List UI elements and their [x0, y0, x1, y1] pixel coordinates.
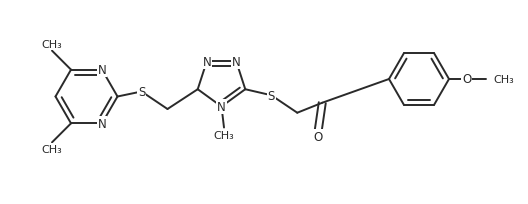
Text: S: S — [138, 86, 145, 99]
Text: N: N — [232, 55, 241, 68]
Text: N: N — [98, 117, 106, 130]
Text: CH₃: CH₃ — [214, 131, 234, 141]
Text: CH₃: CH₃ — [493, 75, 514, 85]
Text: CH₃: CH₃ — [42, 144, 62, 154]
Text: S: S — [268, 89, 275, 102]
Text: N: N — [217, 101, 226, 113]
Text: CH₃: CH₃ — [42, 40, 62, 50]
Text: O: O — [462, 73, 471, 86]
Text: N: N — [202, 55, 211, 68]
Text: O: O — [314, 131, 323, 144]
Text: N: N — [98, 64, 106, 77]
